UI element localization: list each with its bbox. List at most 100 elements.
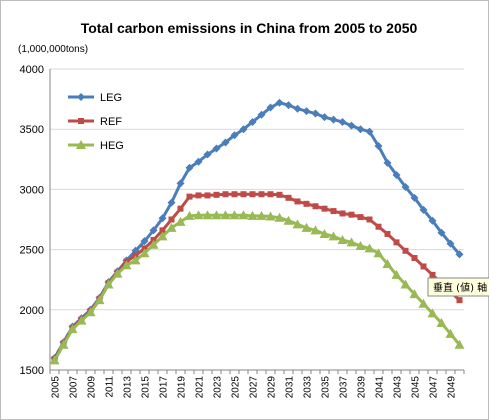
data-point-leg (437, 228, 446, 237)
data-point-leg (176, 179, 185, 188)
data-point-heg (328, 231, 339, 241)
data-point-heg (364, 243, 375, 253)
data-point-heg (175, 216, 186, 226)
data-point-ref (411, 255, 418, 262)
data-point-ref (375, 223, 382, 230)
data-point-heg (103, 279, 114, 289)
data-point-ref (168, 216, 175, 223)
data-point-ref (303, 200, 310, 207)
data-point-ref (267, 191, 274, 198)
data-point-leg (203, 150, 212, 159)
data-point-leg (392, 170, 401, 179)
data-point-heg (382, 259, 393, 269)
data-point-ref (249, 191, 256, 198)
data-point-leg (257, 110, 266, 119)
legend-swatch-marker (77, 93, 85, 101)
data-point-leg (446, 239, 455, 248)
x-tick-label: 2011 (105, 376, 116, 398)
data-point-leg (266, 103, 275, 112)
y-tick-label: 3500 (20, 124, 44, 136)
data-point-ref (393, 239, 400, 246)
data-point-heg (436, 318, 447, 328)
data-point-leg (221, 138, 230, 147)
data-point-leg (374, 142, 383, 151)
data-point-heg (346, 237, 357, 247)
data-point-ref (240, 191, 247, 198)
legend-label: LEG (100, 92, 122, 104)
x-tick-label: 2009 (87, 376, 98, 399)
data-point-leg (356, 125, 365, 134)
series-line-ref (53, 192, 461, 360)
data-point-leg (140, 237, 149, 246)
data-point-ref (312, 203, 319, 210)
data-point-heg (58, 339, 69, 349)
data-point-leg (338, 117, 347, 126)
data-point-heg (67, 324, 78, 334)
data-point-ref (285, 194, 292, 201)
data-point-ref (213, 191, 220, 198)
data-point-heg (184, 210, 195, 220)
data-point-leg (230, 131, 239, 140)
data-point-heg (409, 289, 420, 299)
x-tick-label: 2035 (321, 376, 332, 399)
data-point-heg (166, 222, 177, 232)
data-point-leg (158, 214, 167, 223)
x-tick-label: 2043 (393, 376, 404, 399)
data-point-leg (365, 127, 374, 136)
data-point-leg (428, 216, 437, 225)
x-tick-label: 2045 (411, 376, 422, 399)
legend-item-leg: LEG (68, 92, 122, 104)
x-tick-label: 2019 (177, 376, 188, 399)
data-point-heg (148, 239, 159, 249)
data-point-ref (321, 205, 328, 212)
data-point-leg (302, 107, 311, 116)
data-point-heg (193, 210, 204, 220)
data-point-leg (149, 226, 158, 235)
data-point-heg (274, 212, 285, 222)
x-tick-label: 2049 (447, 376, 458, 399)
data-point-leg (284, 101, 293, 110)
data-point-leg (185, 163, 194, 172)
series-group (49, 98, 465, 365)
data-point-heg (49, 355, 60, 365)
data-point-leg (347, 121, 356, 130)
data-point-ref (294, 198, 301, 205)
legend: LEG REF HEG (68, 92, 124, 152)
legend-label: HEG (100, 140, 124, 152)
data-point-leg (383, 158, 392, 167)
data-point-heg (400, 279, 411, 289)
legend-label: REF (100, 116, 122, 128)
data-point-heg (121, 260, 132, 270)
axes: 1500 2000 2500 3000 3500 4000 2005 2007 2009 2011… (20, 64, 465, 399)
unit-label: (1,000,000tons) (18, 44, 88, 55)
data-point-ref (366, 216, 373, 223)
data-point-leg (248, 117, 257, 126)
data-point-ref (348, 211, 355, 218)
data-point-heg (355, 240, 366, 250)
data-point-leg (401, 182, 410, 191)
data-point-heg (238, 210, 249, 220)
data-point-ref (231, 191, 238, 198)
data-point-heg (454, 339, 465, 349)
data-point-ref (159, 227, 166, 234)
data-point-ref (276, 191, 283, 198)
y-tick-label: 3000 (20, 184, 44, 196)
x-tick-label: 2023 (213, 376, 224, 399)
data-point-heg (319, 228, 330, 238)
data-point-leg (275, 98, 284, 107)
data-point-heg (85, 307, 96, 317)
data-point-ref (456, 297, 463, 304)
data-point-leg (329, 115, 338, 124)
y-tick-label: 1500 (20, 365, 44, 377)
data-point-heg (211, 210, 222, 220)
data-point-heg (220, 210, 231, 220)
data-point-heg (310, 225, 321, 235)
data-point-ref (420, 263, 427, 270)
data-point-heg (256, 210, 267, 220)
y-tick-label: 2000 (20, 305, 44, 317)
data-point-ref (195, 192, 202, 199)
y-tick-label: 2500 (20, 245, 44, 257)
data-point-ref (258, 191, 265, 198)
